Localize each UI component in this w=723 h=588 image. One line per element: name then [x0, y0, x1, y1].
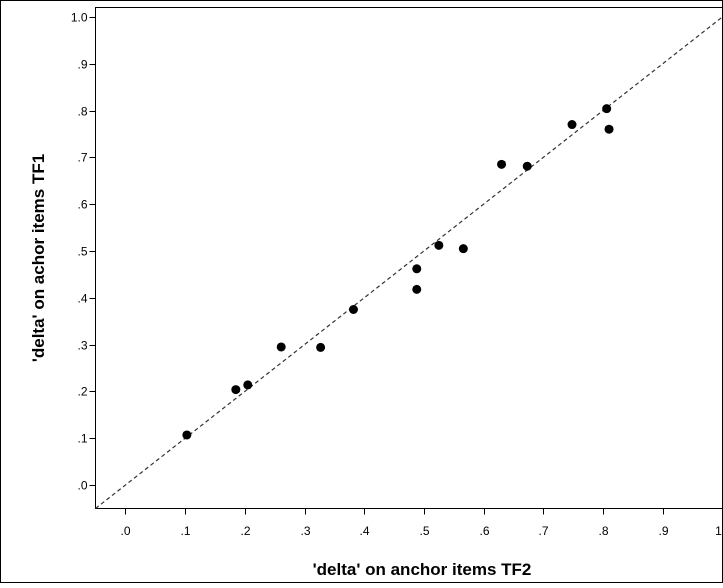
y-tick-label: .5: [77, 245, 87, 259]
data-point: [567, 120, 577, 130]
x-tick-label: .5: [419, 524, 429, 538]
y-tick-label: .1: [77, 432, 87, 446]
data-point: [434, 240, 444, 250]
y-tick-label: .8: [77, 105, 87, 119]
data-point: [348, 305, 358, 315]
data-point: [412, 284, 422, 294]
plot-area: [95, 7, 723, 509]
y-tick-label: .3: [77, 339, 87, 353]
data-point: [602, 104, 612, 114]
y-tick-label: 1.0: [71, 11, 88, 25]
x-tick-label: .6: [479, 524, 489, 538]
x-tick-label: .2: [240, 524, 250, 538]
data-point: [243, 380, 253, 390]
data-point: [182, 430, 192, 440]
y-tick-label: .9: [77, 58, 87, 72]
y-tick-label: .2: [77, 385, 87, 399]
y-tick-label: .0: [77, 479, 87, 493]
points-layer: [182, 104, 614, 440]
y-tick-label: .4: [77, 292, 87, 306]
x-tick-label: .0: [120, 524, 130, 538]
x-tick-label: .3: [300, 524, 310, 538]
x-axis-title: 'delta' on anchor items TF2: [313, 560, 532, 579]
x-tick-label: .9: [658, 524, 668, 538]
x-tick-label: .7: [538, 524, 548, 538]
x-tick-label: .1: [180, 524, 190, 538]
y-axis: .0 .1 .2 .3 .4 .5 .6 .7 .8 .9 1.0: [71, 11, 96, 493]
data-point: [276, 342, 286, 352]
x-tick-label: .8: [598, 524, 608, 538]
data-point: [412, 264, 422, 274]
x-tick-label: 1.0: [715, 524, 723, 538]
y-tick-label: .6: [77, 198, 87, 212]
data-point: [522, 161, 532, 171]
y-tick-label: .7: [77, 151, 87, 165]
data-point: [458, 244, 468, 254]
data-point: [231, 385, 241, 395]
x-tick-label: .4: [359, 524, 369, 538]
data-point: [497, 159, 507, 169]
data-point: [604, 124, 614, 134]
y-axis-title: 'delta' on achor items TF1: [29, 154, 48, 362]
x-axis: .0 .1 .2 .3 .4 .5 .6 .7 .8 .9 1.0: [120, 508, 723, 538]
data-point: [316, 342, 326, 352]
